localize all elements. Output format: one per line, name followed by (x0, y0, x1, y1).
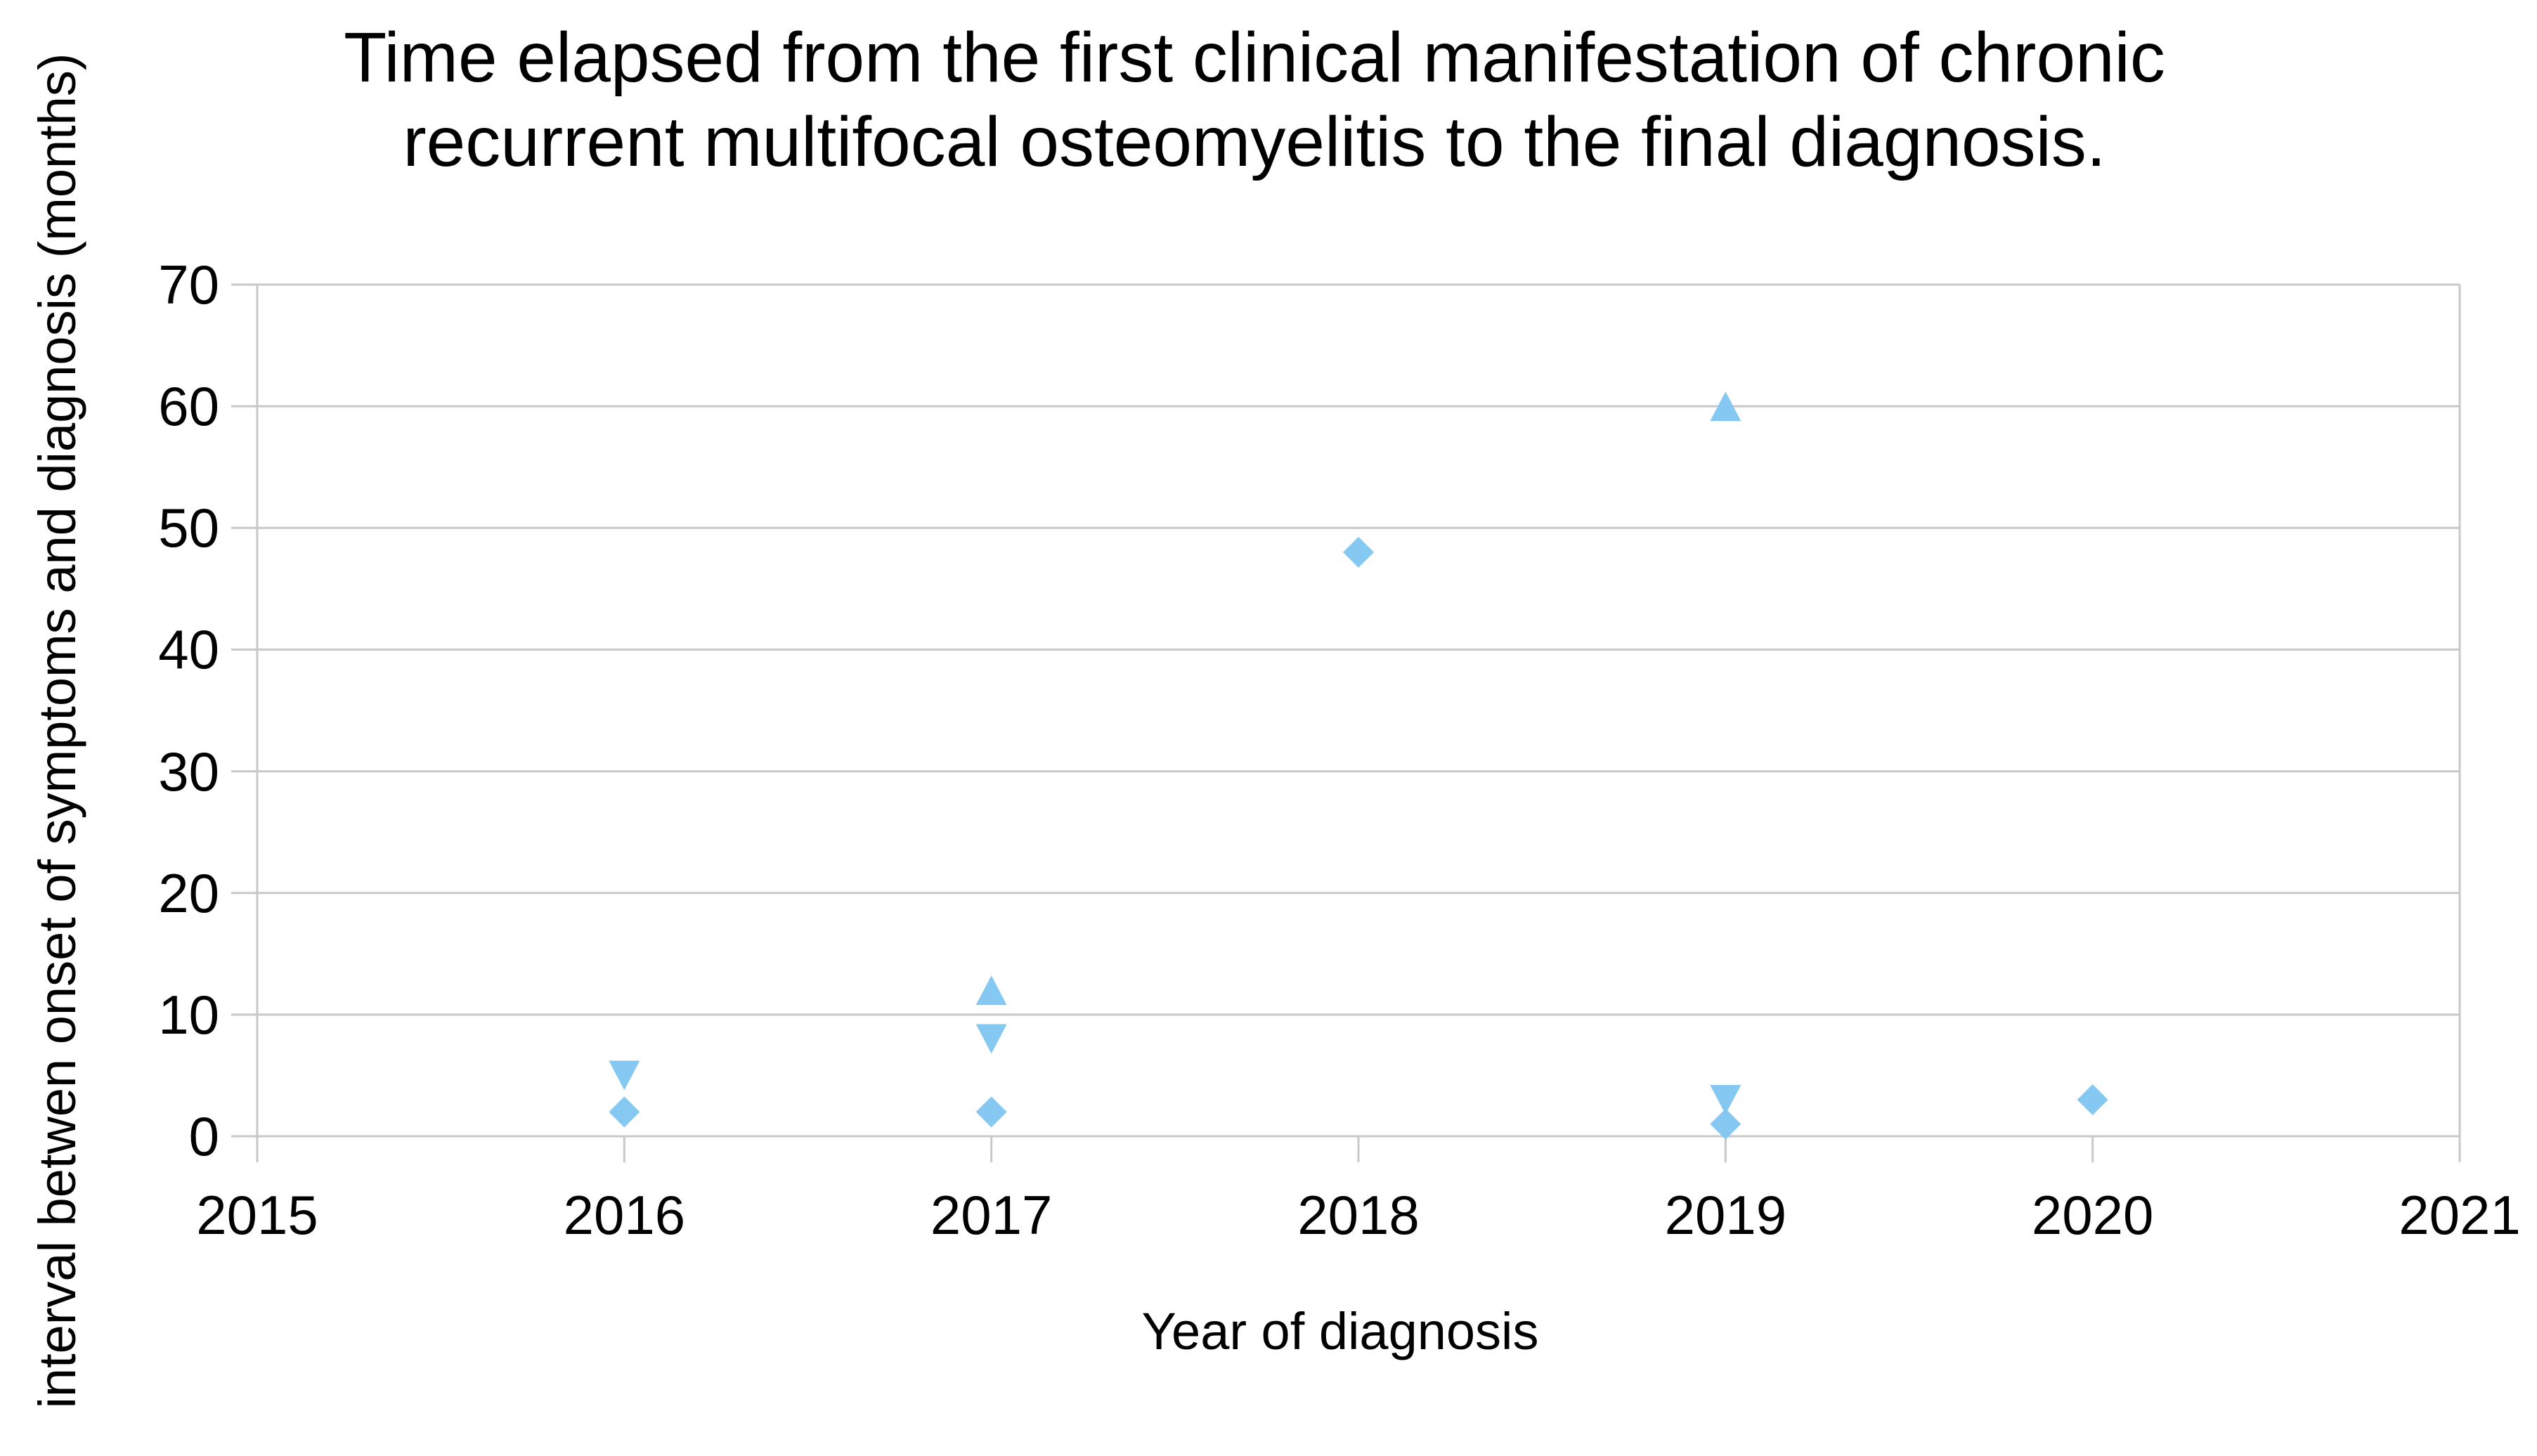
marker-triangle-up (975, 975, 1007, 1006)
x-tick-label: 2017 (930, 1184, 1053, 1246)
x-axis-title: Year of diagnosis (1141, 1302, 1539, 1360)
y-axis-title: interval betwen onset of symptoms and di… (28, 53, 86, 1409)
y-tick-label: 70 (158, 254, 219, 316)
marker-diamond (1710, 1108, 1741, 1140)
chart-title-line2: recurrent multifocal osteomyelitis to th… (403, 103, 2106, 181)
marker-diamond (975, 1096, 1007, 1128)
x-tick-label: 2018 (1297, 1184, 1420, 1246)
x-tick-label: 2019 (1664, 1184, 1787, 1246)
marker-triangle-down (975, 1024, 1007, 1054)
x-tick-label: 2021 (2399, 1184, 2521, 1246)
marker-triangle-down (609, 1060, 640, 1091)
marker-diamond (609, 1096, 640, 1128)
marker-diamond (2077, 1084, 2108, 1116)
x-tick-label: 2020 (2031, 1184, 2154, 1246)
marker-triangle-down (1710, 1085, 1741, 1115)
y-tick-label: 50 (158, 497, 219, 559)
y-tick-label: 30 (158, 740, 219, 802)
x-tick-label: 2016 (563, 1184, 686, 1246)
y-tick-label: 60 (158, 375, 219, 438)
marker-diamond (1343, 536, 1374, 568)
chart-title: Time elapsed from the first clinical man… (14, 15, 2495, 184)
y-tick-label: 10 (158, 983, 219, 1046)
chart-title-line1: Time elapsed from the first clinical man… (344, 18, 2165, 97)
x-tick-label: 2015 (196, 1184, 318, 1246)
marker-triangle-up (1710, 391, 1741, 422)
y-tick-label: 0 (188, 1105, 219, 1167)
y-tick-label: 20 (158, 862, 219, 924)
y-tick-label: 40 (158, 618, 219, 681)
